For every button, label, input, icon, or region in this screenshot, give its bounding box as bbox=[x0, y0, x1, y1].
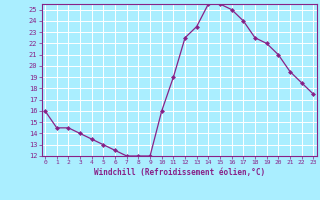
X-axis label: Windchill (Refroidissement éolien,°C): Windchill (Refroidissement éolien,°C) bbox=[94, 168, 265, 177]
